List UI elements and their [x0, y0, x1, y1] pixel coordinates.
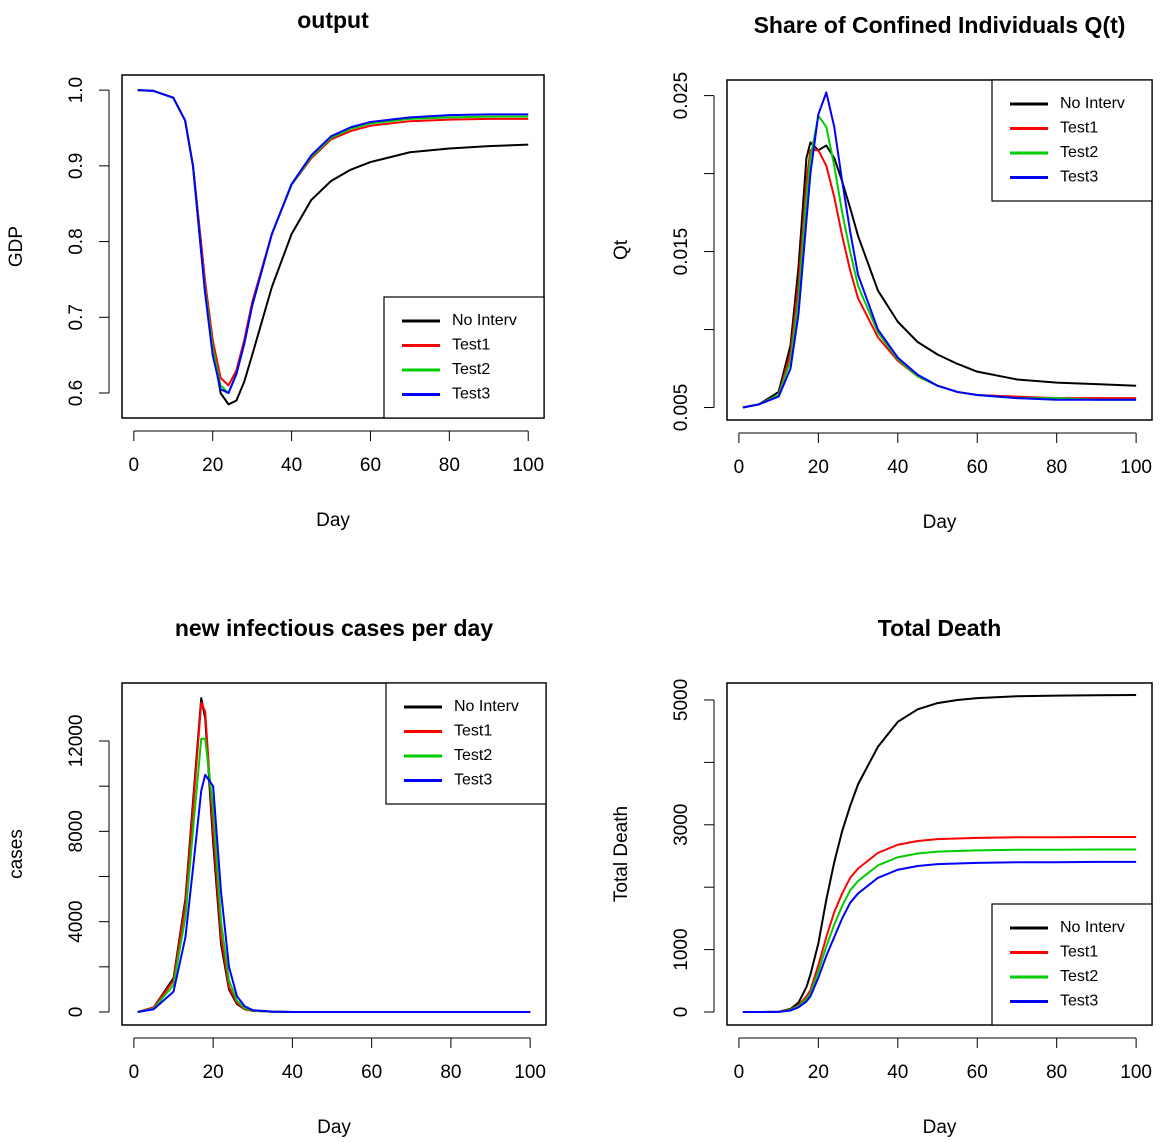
- x-tick-label: 40: [887, 1062, 908, 1083]
- x-tick-label: 20: [203, 1062, 224, 1083]
- panel: output Day GDP 0 20 40 60 80 100 0.6 0.7 0.8 0.9 1.0 N…: [6, 7, 545, 531]
- panel-title: new infectious cases per day: [175, 615, 494, 641]
- x-tick-label: 100: [512, 455, 544, 476]
- y-tick-label: 0: [66, 1007, 87, 1018]
- x-tick-label: 80: [439, 455, 460, 476]
- plot-box: [121, 74, 545, 419]
- x-tick-label: 40: [281, 455, 302, 476]
- y-tick-label: 5000: [671, 679, 692, 721]
- y-tick-label: 1000: [671, 928, 692, 970]
- y-tick-label: 0.8: [66, 228, 87, 254]
- x-tick-label: 40: [887, 457, 908, 478]
- y-tick-label: 0.005: [671, 384, 692, 432]
- y-tick-label: 1.0: [66, 77, 87, 103]
- panel-title: Share of Confined Individuals Q(t): [754, 12, 1126, 38]
- legend-label: Test1: [1060, 120, 1098, 137]
- legend-label: No Interv: [452, 312, 517, 329]
- x-tick-label: 80: [1046, 1062, 1067, 1083]
- y-axis-label: GDP: [6, 226, 27, 267]
- x-tick-label: 0: [129, 455, 140, 476]
- legend-label: No Interv: [1060, 919, 1125, 936]
- panel-title: output: [297, 7, 369, 33]
- x-tick-label: 100: [514, 1062, 546, 1083]
- y-tick-label: 0: [671, 1007, 692, 1018]
- legend-box: [991, 903, 1153, 1026]
- legend: No Interv Test1 Test2 Test3: [385, 682, 547, 805]
- legend: No Interv Test1 Test2 Test3: [991, 79, 1153, 202]
- legend-label: Test3: [1060, 169, 1098, 186]
- plot-box: [726, 79, 1153, 421]
- x-tick-label: 80: [1046, 457, 1067, 478]
- x-tick-label: 0: [734, 1062, 745, 1083]
- series-line: [742, 91, 1137, 409]
- panel-title: Total Death: [878, 615, 1002, 641]
- y-tick-label: 12000: [66, 715, 87, 768]
- y-tick-label: 0.7: [66, 304, 87, 330]
- panel: Share of Confined Individuals Q(t) Day Qt 0…: [611, 12, 1153, 533]
- series-line: [137, 773, 531, 1013]
- y-tick-label: 0.015: [671, 228, 692, 276]
- x-tick-label: 80: [440, 1062, 461, 1083]
- x-tick-label: 100: [1120, 1062, 1152, 1083]
- y-tick-label: 8000: [66, 810, 87, 852]
- legend-label: Test2: [1060, 144, 1098, 161]
- legend-label: Test1: [454, 723, 492, 740]
- legend-label: Test3: [454, 772, 492, 789]
- y-tick-label: 0.6: [66, 380, 87, 406]
- legend-label: Test3: [1060, 993, 1098, 1010]
- x-axis-label: Day: [923, 1117, 957, 1138]
- y-axis-label: Qt: [611, 239, 632, 260]
- x-tick-label: 0: [129, 1062, 140, 1083]
- x-tick-label: 0: [734, 457, 745, 478]
- x-axis-label: Day: [316, 510, 350, 531]
- x-tick-label: 20: [202, 455, 223, 476]
- y-axis-label: Total Death: [611, 806, 632, 902]
- y-tick-label: 4000: [66, 901, 87, 943]
- legend-label: Test2: [452, 361, 490, 378]
- series-line: [742, 860, 1137, 1014]
- legend-label: Test1: [452, 337, 490, 354]
- x-tick-label: 60: [967, 1062, 988, 1083]
- legend-box: [385, 682, 547, 805]
- y-axis-label: cases: [6, 829, 27, 879]
- x-axis-label: Day: [317, 1117, 351, 1138]
- legend-box: [383, 296, 545, 419]
- legend: No Interv Test1 Test2 Test3: [991, 903, 1153, 1026]
- x-tick-label: 40: [282, 1062, 303, 1083]
- x-tick-label: 20: [808, 1062, 829, 1083]
- legend-label: Test2: [454, 747, 492, 764]
- x-tick-label: 20: [808, 457, 829, 478]
- x-tick-label: 60: [360, 455, 381, 476]
- legend-box: [991, 79, 1153, 202]
- y-tick-label: 3000: [671, 804, 692, 846]
- x-tick-label: 100: [1120, 457, 1152, 478]
- plot-box: [726, 682, 1153, 1026]
- series-line: [742, 141, 1137, 409]
- plot-box: [121, 682, 547, 1026]
- x-axis-label: Day: [923, 512, 957, 533]
- legend: No Interv Test1 Test2 Test3: [383, 296, 545, 419]
- legend-label: No Interv: [1060, 95, 1125, 112]
- legend-label: Test3: [452, 386, 490, 403]
- legend-label: Test1: [1060, 944, 1098, 961]
- series-line: [742, 693, 1137, 1014]
- panel: new infectious cases per day Day cases 0 20 4…: [6, 615, 547, 1138]
- y-tick-label: 0.025: [671, 72, 692, 120]
- y-tick-label: 0.9: [66, 153, 87, 179]
- x-tick-label: 60: [361, 1062, 382, 1083]
- series-line: [137, 89, 529, 395]
- legend-label: Test2: [1060, 968, 1098, 985]
- legend-label: No Interv: [454, 698, 519, 715]
- x-tick-label: 60: [967, 457, 988, 478]
